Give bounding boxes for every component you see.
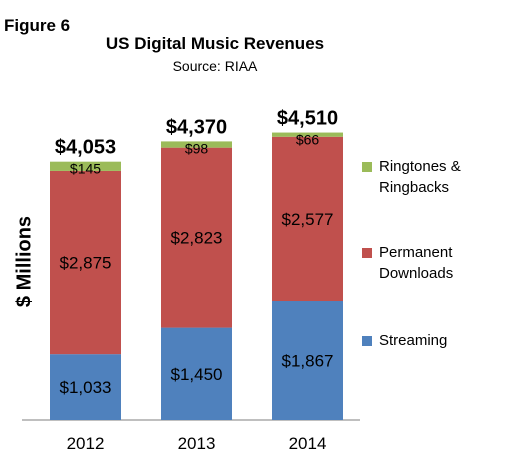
chart-subtitle: Source: RIAA <box>172 58 258 74</box>
legend-swatch <box>362 162 372 172</box>
bar-segment-2014-ringtones-ringbacks <box>272 132 343 137</box>
data-label: $1,450 <box>171 365 223 384</box>
legend-swatch <box>362 336 372 346</box>
x-tick-label: 2012 <box>67 434 105 453</box>
legend-item: Ringtones & Ringbacks <box>362 156 499 198</box>
data-label: $2,875 <box>60 254 112 273</box>
x-tick-label: 2014 <box>289 434 327 453</box>
total-label: $4,370 <box>166 116 227 138</box>
bar-segment-2012-streaming <box>50 354 121 420</box>
total-label: $4,510 <box>277 108 338 130</box>
data-label: $66 <box>296 132 320 148</box>
legend-label: Ringtones & Ringbacks <box>379 158 461 196</box>
data-label: $145 <box>70 161 101 177</box>
bar-segment-2012-permanent-downloads <box>50 170 121 355</box>
figure-label: Figure 6 <box>4 16 71 35</box>
data-label: $2,577 <box>282 210 334 229</box>
bar-segment-2013-ringtones-ringbacks <box>161 141 232 148</box>
data-label: $98 <box>185 140 209 156</box>
bar-segment-2014-streaming <box>272 301 343 420</box>
bar-segment-2014-permanent-downloads <box>272 136 343 302</box>
legend-item: Permanent Downloads <box>362 242 499 284</box>
data-label: $1,033 <box>60 378 112 397</box>
bar-segment-2013-permanent-downloads <box>161 147 232 328</box>
chart-title: US Digital Music Revenues <box>105 34 325 53</box>
bar-segment-2012-ringtones-ringbacks <box>50 161 121 171</box>
legend-label: Streaming <box>379 332 448 349</box>
x-tick-label: 2013 <box>178 434 216 453</box>
legend-label: Permanent Downloads <box>379 244 454 282</box>
legend-item: Streaming <box>362 330 499 351</box>
data-label: $2,823 <box>171 229 223 248</box>
total-label: $4,053 <box>55 137 116 159</box>
bar-segment-2013-streaming <box>161 327 232 420</box>
data-label: $1,867 <box>282 352 334 371</box>
legend-swatch <box>362 248 372 258</box>
